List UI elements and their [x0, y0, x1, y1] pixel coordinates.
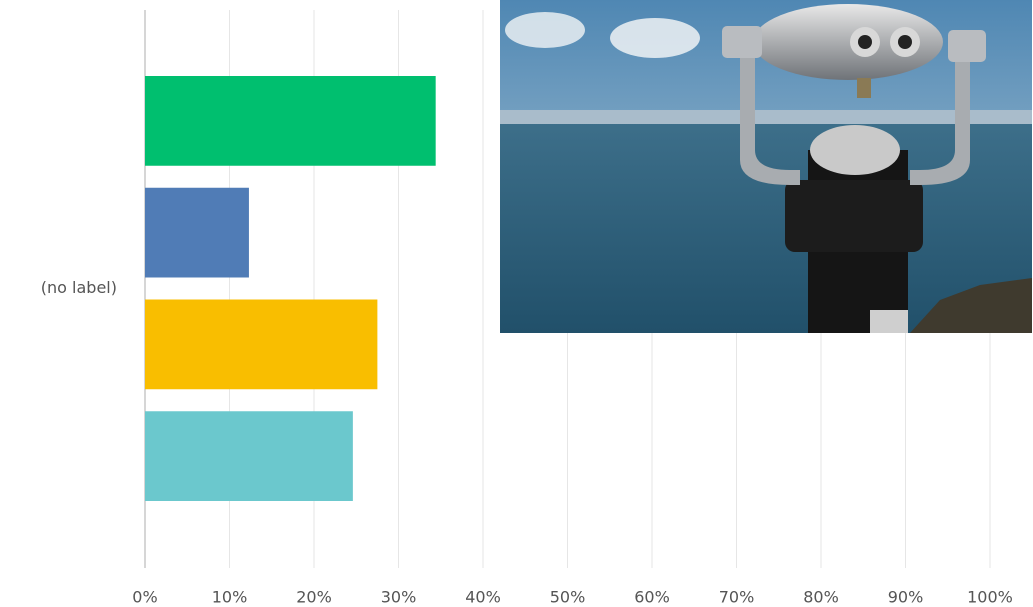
x-tick-label: 10% [212, 588, 248, 607]
y-tick-label: (no label) [41, 278, 117, 297]
x-tick-label: 80% [803, 588, 839, 607]
bar [145, 299, 378, 390]
bar [145, 187, 249, 278]
x-tick-label: 30% [381, 588, 417, 607]
x-tick-label: 20% [296, 588, 332, 607]
bar [145, 76, 436, 166]
x-tick-label: 70% [719, 588, 755, 607]
x-tick-label: 0% [132, 588, 157, 607]
bar [145, 411, 353, 501]
x-tick-label: 40% [465, 588, 501, 607]
x-tick-label: 90% [888, 588, 924, 607]
photo [500, 0, 1032, 333]
x-tick-label: 100% [967, 588, 1013, 607]
x-tick-label: 60% [634, 588, 670, 607]
x-tick-label: 50% [550, 588, 586, 607]
